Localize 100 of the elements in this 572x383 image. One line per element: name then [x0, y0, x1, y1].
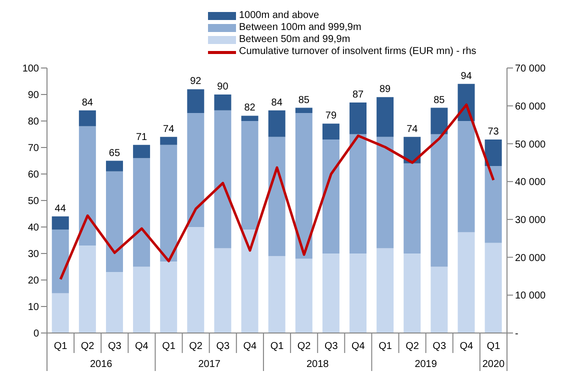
x-tick-label: Q3: [108, 341, 122, 352]
y-tick-label: 40: [28, 222, 40, 234]
bar: [322, 124, 340, 140]
bar: [350, 134, 367, 254]
bar: [214, 110, 232, 248]
y-tick-label: 10: [28, 302, 40, 314]
y-tick-label: 20: [28, 276, 40, 287]
bar: [241, 121, 258, 230]
total-label: 90: [217, 82, 229, 92]
y2-tick-label: 30 000: [515, 214, 546, 226]
bar: [160, 261, 178, 333]
total-label: 65: [108, 148, 120, 159]
x-tick-label: Q2: [80, 341, 95, 352]
x-tick-label: Q2: [406, 341, 420, 352]
bar: [484, 140, 502, 166]
y2-tick-label: 50 000: [515, 139, 546, 150]
bar: [376, 97, 394, 137]
bar: [376, 136, 394, 248]
bar: [322, 140, 340, 254]
x-tick-label: Q4: [460, 341, 474, 352]
bar: [133, 266, 150, 333]
total-label: 85: [434, 94, 446, 106]
bar: [458, 121, 475, 232]
bar: [430, 134, 448, 267]
bar: [187, 227, 204, 333]
bar: [376, 248, 394, 333]
bar: [133, 144, 150, 158]
x-tick-label: Q4: [243, 341, 258, 352]
y-tick-label: 50: [28, 196, 40, 208]
bar: [484, 166, 502, 243]
text: 2017: [198, 359, 221, 370]
x-tick-label: Q2: [189, 341, 203, 352]
bar: [106, 171, 123, 272]
bar: [241, 230, 258, 333]
bar: [187, 89, 204, 114]
legend-label: Cumulative turnover of insolvent firms (EUR mn) - rhs: [239, 46, 476, 58]
y-tick-label: 30: [28, 249, 40, 260]
bar: [458, 232, 475, 333]
total-label: 71: [136, 132, 148, 143]
bar: [268, 256, 286, 333]
bar: [350, 254, 367, 333]
total-label: 74: [406, 124, 418, 135]
bar: [214, 94, 232, 110]
bar: [295, 113, 312, 259]
bar: [404, 254, 421, 333]
bar: [78, 246, 96, 333]
x-tick-label: Q1: [486, 341, 501, 352]
total-label: 89: [380, 84, 392, 96]
total-label: 87: [352, 89, 364, 100]
bar: [430, 108, 448, 134]
y2-tick-label: 60 000: [515, 101, 546, 112]
bar: [214, 248, 232, 333]
x-tick-label: Q1: [54, 341, 68, 352]
bar: [484, 242, 502, 333]
bar: [241, 116, 258, 121]
text: 2019: [414, 359, 438, 370]
bar: [404, 163, 421, 254]
bar: [52, 293, 69, 333]
bar: [78, 110, 96, 126]
x-tick-label: Q1: [378, 341, 392, 352]
bar: [52, 230, 69, 294]
bar: [268, 110, 286, 137]
bar: [78, 126, 96, 246]
bar: [268, 136, 286, 256]
bar: [295, 258, 312, 333]
y2-tick-label: 10 000: [515, 290, 546, 302]
bar: [322, 254, 340, 333]
bar: [160, 136, 178, 145]
bar: [160, 144, 178, 262]
x-tick-label: Q1: [162, 341, 176, 352]
total-label: 84: [82, 97, 94, 108]
y2-tick-label: 70 000: [515, 64, 546, 75]
bar: [52, 216, 69, 230]
bar: [187, 113, 204, 227]
x-tick-label: Q2: [297, 341, 312, 352]
text: 2018: [306, 359, 330, 370]
total-label: 74: [163, 124, 175, 135]
legend-label: Between 100m and 999,9m: [239, 22, 362, 34]
bar: [350, 102, 367, 134]
y-tick-label: 0: [33, 328, 40, 340]
x-tick-label: Q3: [432, 341, 446, 352]
y-tick-label: 90: [28, 90, 40, 102]
total-label: 84: [271, 97, 283, 108]
y2-tick-label: 40 000: [515, 177, 546, 188]
legend-label: 1000m and above: [239, 10, 320, 22]
x-tick-label: Q1: [270, 341, 284, 352]
total-label: 85: [298, 94, 310, 106]
y-tick-label: 70: [28, 143, 40, 154]
bar: [106, 160, 123, 172]
x-tick-label: Q3: [216, 341, 230, 352]
text: 2020: [482, 359, 506, 370]
bar: [106, 272, 123, 333]
y-tick-label: 60: [28, 170, 40, 181]
y-tick-label: 100: [22, 64, 40, 75]
bar: [133, 158, 150, 267]
total-label: 44: [54, 203, 66, 214]
y-tick-label: 80: [28, 116, 40, 128]
y2-tick-label: -: [515, 328, 518, 340]
x-tick-label: Q3: [324, 341, 338, 352]
bar: [430, 266, 448, 333]
